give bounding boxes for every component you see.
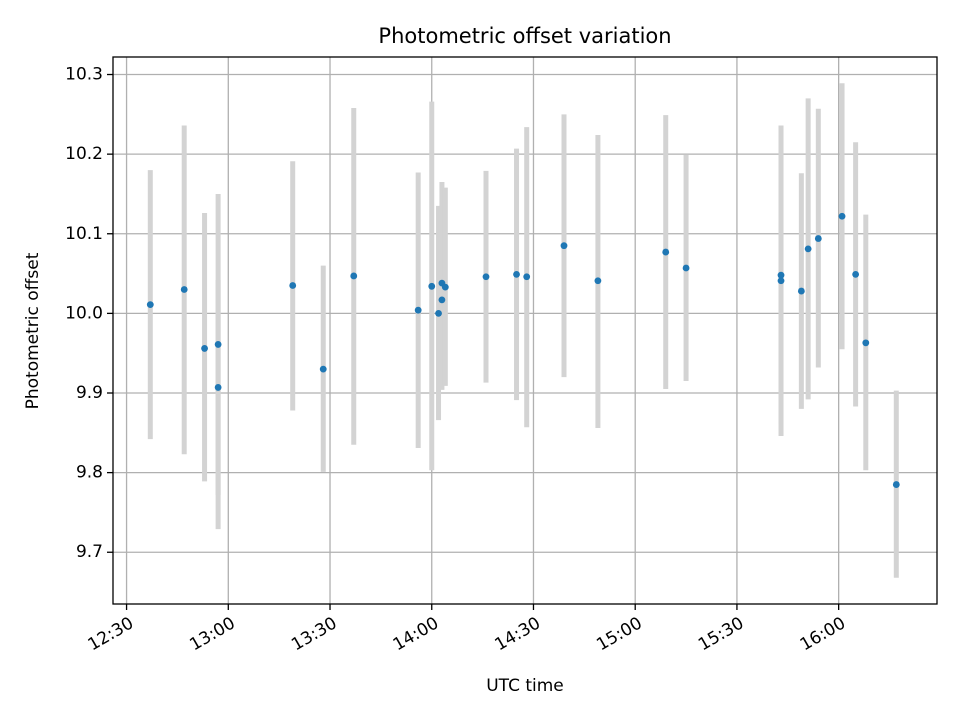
data-point (319, 365, 327, 373)
y-tick-label: 9.7 (76, 542, 103, 562)
x-tick-label: 15:00 (593, 613, 645, 655)
x-tick-label: 14:00 (390, 613, 442, 655)
data-point (682, 264, 690, 272)
data-point (414, 306, 422, 314)
data-point (662, 248, 670, 256)
y-tick-label: 9.9 (76, 383, 103, 403)
data-point (513, 270, 520, 278)
data-point (350, 272, 358, 280)
data-point (438, 296, 446, 304)
y-axis-label: Photometric offset (23, 252, 43, 409)
data-point (214, 384, 222, 391)
y-tick-label: 10.0 (65, 303, 103, 323)
data-points (146, 212, 900, 488)
data-point (428, 282, 436, 290)
data-point (797, 287, 805, 295)
x-tick-label: 13:00 (186, 613, 238, 655)
data-point (201, 345, 208, 352)
y-tick-label: 10.3 (65, 65, 103, 85)
data-point (892, 481, 900, 488)
data-point (838, 212, 846, 220)
data-point (852, 270, 860, 278)
chart-title: Photometric offset variation (378, 24, 671, 48)
error-bars (147, 83, 899, 578)
x-tick-label: 14:30 (492, 613, 544, 655)
y-tick-label: 9.8 (76, 463, 103, 483)
data-point (289, 282, 297, 289)
y-tick-label: 10.2 (65, 144, 103, 164)
x-axis-label: UTC time (486, 676, 564, 696)
data-point (146, 301, 154, 309)
data-point (180, 286, 188, 293)
data-point (214, 341, 222, 348)
data-point (441, 283, 449, 291)
data-point (594, 277, 602, 285)
data-point (560, 242, 568, 250)
x-tick-label: 12:30 (85, 613, 137, 655)
data-point (435, 309, 442, 317)
x-tick-label: 13:30 (288, 613, 340, 655)
x-tick-label: 16:00 (797, 613, 849, 655)
x-tick-label: 15:30 (695, 613, 747, 655)
plot-frame (112, 56, 938, 605)
data-point (814, 235, 822, 242)
data-point (804, 245, 812, 253)
data-point (523, 273, 531, 281)
data-point (862, 339, 870, 347)
data-point (777, 277, 785, 285)
data-point (777, 271, 785, 279)
y-tick-label: 10.1 (65, 224, 103, 244)
data-point (482, 273, 490, 281)
